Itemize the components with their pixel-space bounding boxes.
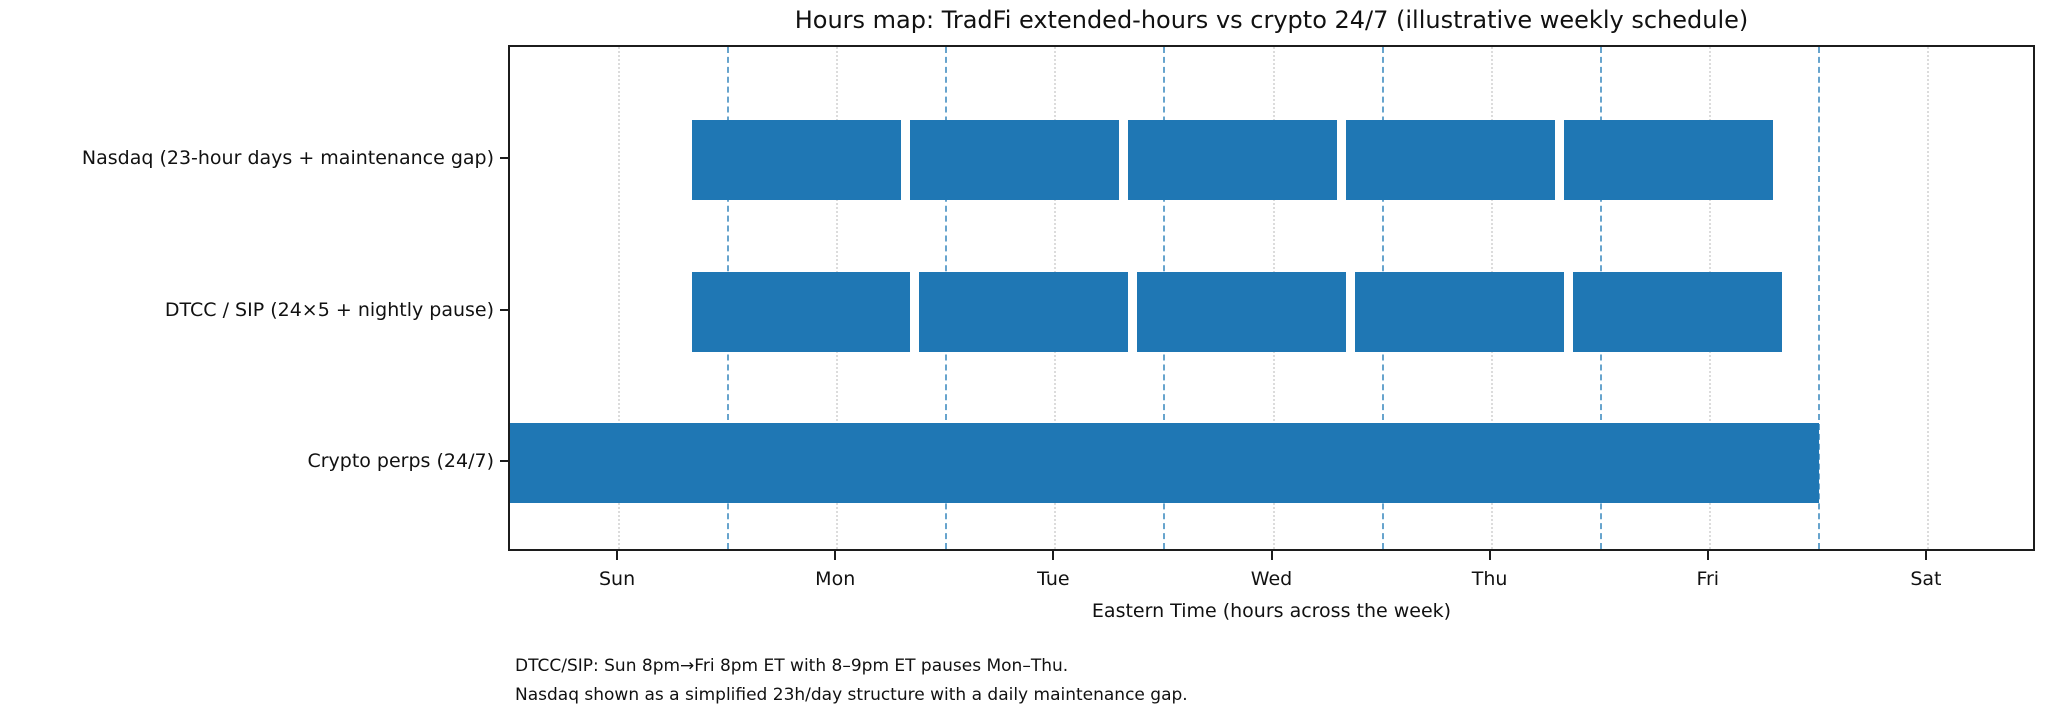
bar-segment: [919, 272, 1129, 352]
bar-segment: [1355, 272, 1565, 352]
x-tick-label: Fri: [1696, 568, 1720, 590]
x-tick: [1924, 551, 1927, 560]
bar-segment: [691, 272, 910, 352]
bar-segment: [1346, 120, 1556, 200]
x-tick-label: Wed: [1250, 568, 1293, 590]
chart-title: Hours map: TradFi extended-hours vs cryp…: [794, 6, 1749, 34]
footnote-line-1: DTCC/SIP: Sun 8pm→Fri 8pm ET with 8–9pm …: [515, 656, 1069, 676]
y-tick: [500, 460, 509, 462]
x-tick: [1706, 551, 1709, 560]
y-tick: [500, 157, 509, 159]
y-axis-category-label: Nasdaq (23-hour days + maintenance gap): [81, 147, 494, 169]
plot-area: [508, 45, 2035, 551]
y-tick: [500, 309, 509, 311]
x-tick: [616, 551, 619, 560]
bar-segment: [1573, 272, 1783, 352]
x-tick-label: Tue: [1037, 568, 1070, 590]
x-tick-label: Sat: [1910, 568, 1942, 590]
x-tick: [1052, 551, 1055, 560]
x-tick: [1270, 551, 1273, 560]
footnote-line-2: Nasdaq shown as a simplified 23h/day str…: [515, 685, 1188, 705]
bar-segment: [510, 423, 1819, 503]
grid-noon-line: [1926, 47, 1929, 549]
bar-segment: [1137, 272, 1347, 352]
grid-day-boundary-line: [1817, 47, 1820, 549]
y-axis-category-label: Crypto perps (24/7): [307, 450, 494, 472]
y-axis-category-label: DTCC / SIP (24×5 + nightly pause): [164, 299, 494, 321]
x-tick: [1488, 551, 1491, 560]
bar-segment: [1128, 120, 1338, 200]
x-axis-label: Eastern Time (hours across the week): [1091, 600, 1452, 622]
x-tick: [834, 551, 837, 560]
x-tick-label: Mon: [815, 568, 856, 590]
bar-segment: [909, 120, 1119, 200]
x-tick-label: Thu: [1471, 568, 1508, 590]
grid-noon-line: [618, 47, 621, 549]
x-tick-label: Sun: [598, 568, 636, 590]
bar-segment: [691, 120, 901, 200]
bar-segment: [1564, 120, 1774, 200]
